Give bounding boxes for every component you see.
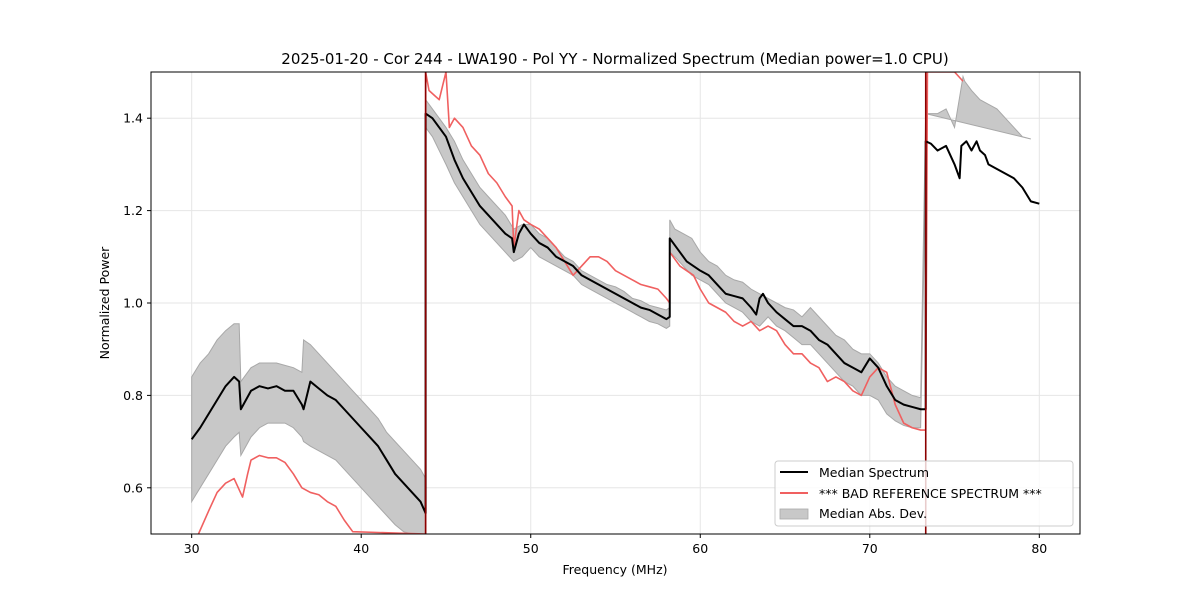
mad-band-segment: [669, 108, 927, 429]
bad-reference-spectrum-line: [197, 72, 964, 534]
x-tick-label: 50: [523, 541, 539, 556]
legend-label-mad: Median Abs. Dev.: [819, 506, 927, 521]
x-tick-label: 60: [692, 541, 708, 556]
mad-band-segment: [925, 74, 1031, 140]
y-tick-label: 0.6: [123, 480, 143, 495]
x-axis-label: Frequency (MHz): [562, 562, 667, 577]
mad-band-segment: [191, 323, 427, 534]
y-tick-label: 1.4: [123, 111, 143, 126]
x-tick-label: 70: [862, 541, 878, 556]
legend: Median Spectrum *** BAD REFERENCE SPECTR…: [774, 460, 1074, 527]
x-tick-label: 80: [1031, 541, 1047, 556]
legend-frame: [774, 460, 1074, 527]
y-axis-label: Normalized Power: [97, 246, 112, 360]
mad-band-layer: [191, 74, 1031, 534]
mad-band-segment: [425, 98, 671, 329]
y-tick-label: 1.0: [123, 296, 143, 311]
x-tick-label: 30: [184, 541, 200, 556]
x-axis: 30 40 50 60 70 80: [184, 534, 1047, 556]
median-spectrum-line: [190, 112, 1040, 515]
legend-label-bad-reference: *** BAD REFERENCE SPECTRUM ***: [819, 486, 1042, 501]
x-tick-label: 40: [353, 541, 369, 556]
y-axis: 0.6 0.8 1.0 1.2 1.4: [123, 111, 151, 495]
series-line-layer: [190, 72, 1040, 534]
y-tick-label: 1.2: [123, 203, 143, 218]
chart-title: 2025-01-20 - Cor 244 - LWA190 - Pol YY -…: [281, 50, 948, 68]
legend-label-median: Median Spectrum: [819, 465, 929, 480]
legend-swatch-mad: [779, 508, 809, 520]
y-tick-label: 0.8: [123, 388, 143, 403]
